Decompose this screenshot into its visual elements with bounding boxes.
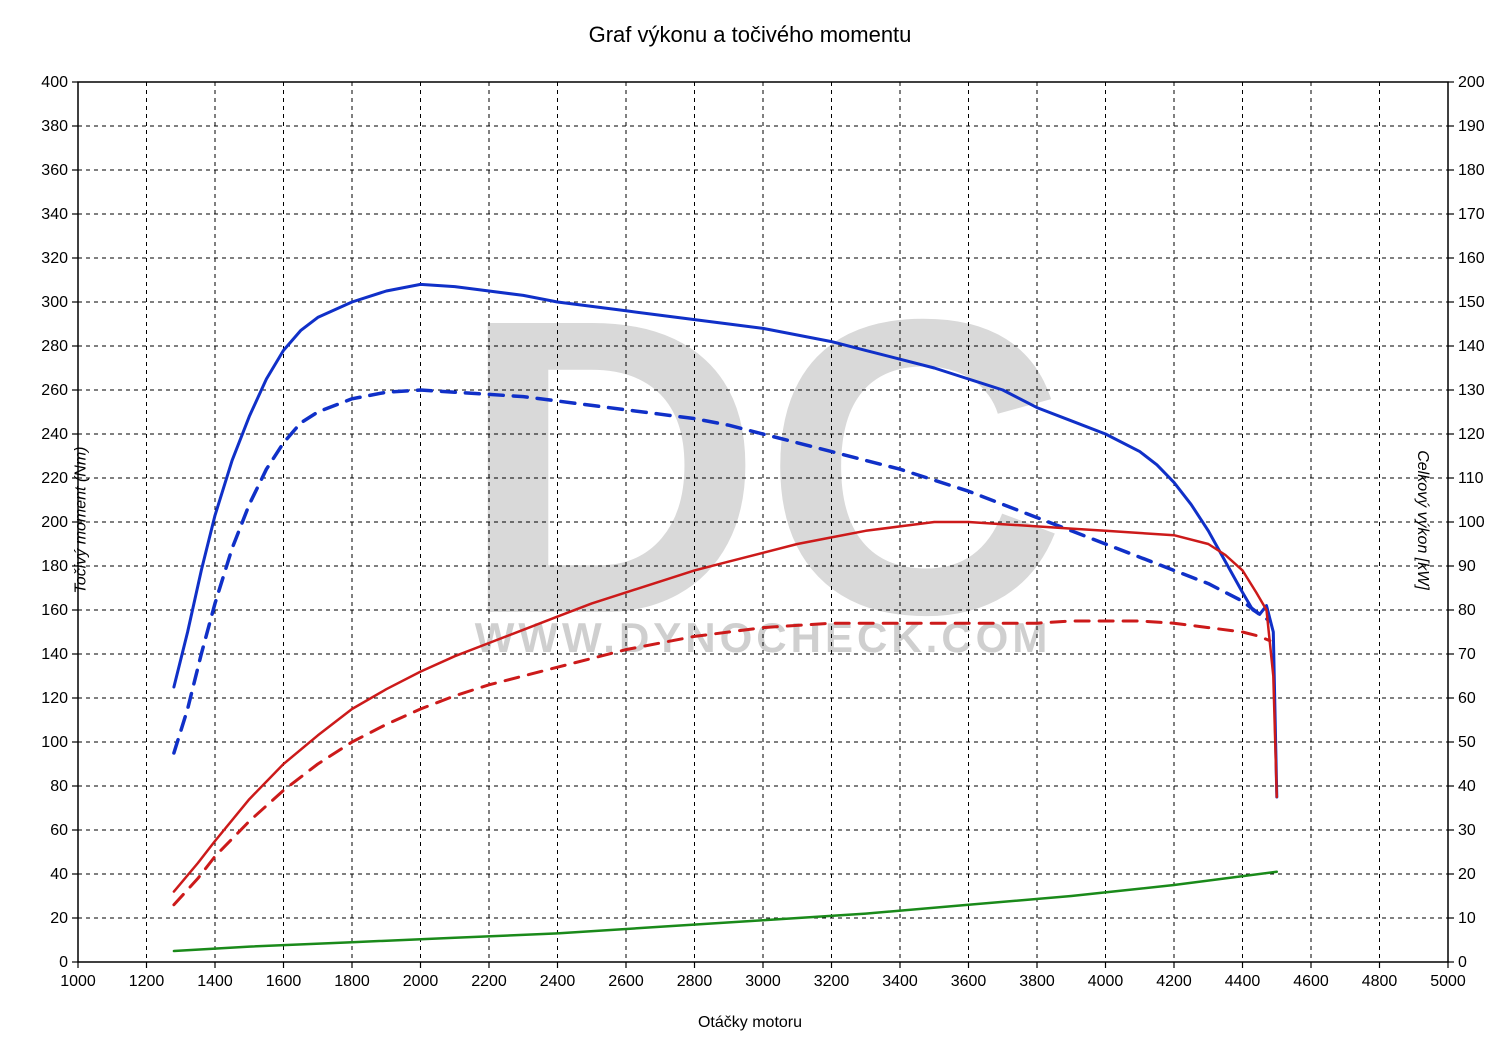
svg-text:4200: 4200 bbox=[1156, 973, 1192, 990]
svg-text:3800: 3800 bbox=[1019, 973, 1055, 990]
svg-text:90: 90 bbox=[1458, 558, 1476, 575]
svg-text:200: 200 bbox=[41, 514, 68, 531]
svg-text:180: 180 bbox=[41, 558, 68, 575]
svg-text:3400: 3400 bbox=[882, 973, 918, 990]
svg-text:80: 80 bbox=[1458, 602, 1476, 619]
svg-text:280: 280 bbox=[41, 338, 68, 355]
svg-text:160: 160 bbox=[1458, 250, 1485, 267]
svg-text:40: 40 bbox=[1458, 778, 1476, 795]
svg-text:200: 200 bbox=[1458, 74, 1485, 91]
svg-text:1800: 1800 bbox=[334, 973, 370, 990]
svg-text:100: 100 bbox=[41, 734, 68, 751]
svg-text:40: 40 bbox=[50, 866, 68, 883]
svg-text:140: 140 bbox=[41, 646, 68, 663]
svg-text:30: 30 bbox=[1458, 822, 1476, 839]
svg-text:380: 380 bbox=[41, 118, 68, 135]
svg-text:2600: 2600 bbox=[608, 973, 644, 990]
svg-text:130: 130 bbox=[1458, 382, 1485, 399]
svg-text:4800: 4800 bbox=[1362, 973, 1398, 990]
svg-text:0: 0 bbox=[59, 954, 68, 971]
svg-text:340: 340 bbox=[41, 206, 68, 223]
svg-text:60: 60 bbox=[50, 822, 68, 839]
svg-text:2800: 2800 bbox=[677, 973, 713, 990]
svg-text:20: 20 bbox=[50, 910, 68, 927]
chart-container: Graf výkonu a točivého momentu Točivý mo… bbox=[0, 0, 1500, 1040]
svg-text:1000: 1000 bbox=[60, 973, 96, 990]
svg-text:170: 170 bbox=[1458, 206, 1485, 223]
svg-text:110: 110 bbox=[1458, 470, 1484, 487]
svg-text:3000: 3000 bbox=[745, 973, 781, 990]
svg-text:400: 400 bbox=[41, 74, 68, 91]
svg-text:4600: 4600 bbox=[1293, 973, 1329, 990]
svg-text:120: 120 bbox=[1458, 426, 1485, 443]
svg-text:1600: 1600 bbox=[266, 973, 302, 990]
svg-text:100: 100 bbox=[1458, 514, 1485, 531]
svg-text:190: 190 bbox=[1458, 118, 1485, 135]
svg-text:260: 260 bbox=[41, 382, 68, 399]
svg-text:240: 240 bbox=[41, 426, 68, 443]
svg-text:320: 320 bbox=[41, 250, 68, 267]
svg-text:0: 0 bbox=[1458, 954, 1467, 971]
svg-text:220: 220 bbox=[41, 470, 68, 487]
svg-text:2200: 2200 bbox=[471, 973, 507, 990]
svg-text:50: 50 bbox=[1458, 734, 1476, 751]
series-loss_green bbox=[174, 872, 1277, 951]
svg-text:1200: 1200 bbox=[129, 973, 165, 990]
svg-text:160: 160 bbox=[41, 602, 68, 619]
svg-text:2400: 2400 bbox=[540, 973, 576, 990]
svg-text:2000: 2000 bbox=[403, 973, 439, 990]
svg-text:5000: 5000 bbox=[1430, 973, 1466, 990]
svg-text:70: 70 bbox=[1458, 646, 1476, 663]
svg-text:300: 300 bbox=[41, 294, 68, 311]
svg-text:1400: 1400 bbox=[197, 973, 233, 990]
svg-text:4000: 4000 bbox=[1088, 973, 1124, 990]
svg-text:360: 360 bbox=[41, 162, 68, 179]
svg-text:60: 60 bbox=[1458, 690, 1476, 707]
svg-text:140: 140 bbox=[1458, 338, 1485, 355]
svg-text:3200: 3200 bbox=[814, 973, 850, 990]
svg-text:80: 80 bbox=[50, 778, 68, 795]
svg-text:20: 20 bbox=[1458, 866, 1476, 883]
svg-text:10: 10 bbox=[1458, 910, 1476, 927]
svg-text:3600: 3600 bbox=[951, 973, 987, 990]
chart-svg: DCWWW.DYNOCHECK.COM100012001400160018002… bbox=[0, 0, 1500, 1040]
svg-text:4400: 4400 bbox=[1225, 973, 1261, 990]
svg-text:120: 120 bbox=[41, 690, 68, 707]
svg-text:180: 180 bbox=[1458, 162, 1485, 179]
svg-text:150: 150 bbox=[1458, 294, 1485, 311]
